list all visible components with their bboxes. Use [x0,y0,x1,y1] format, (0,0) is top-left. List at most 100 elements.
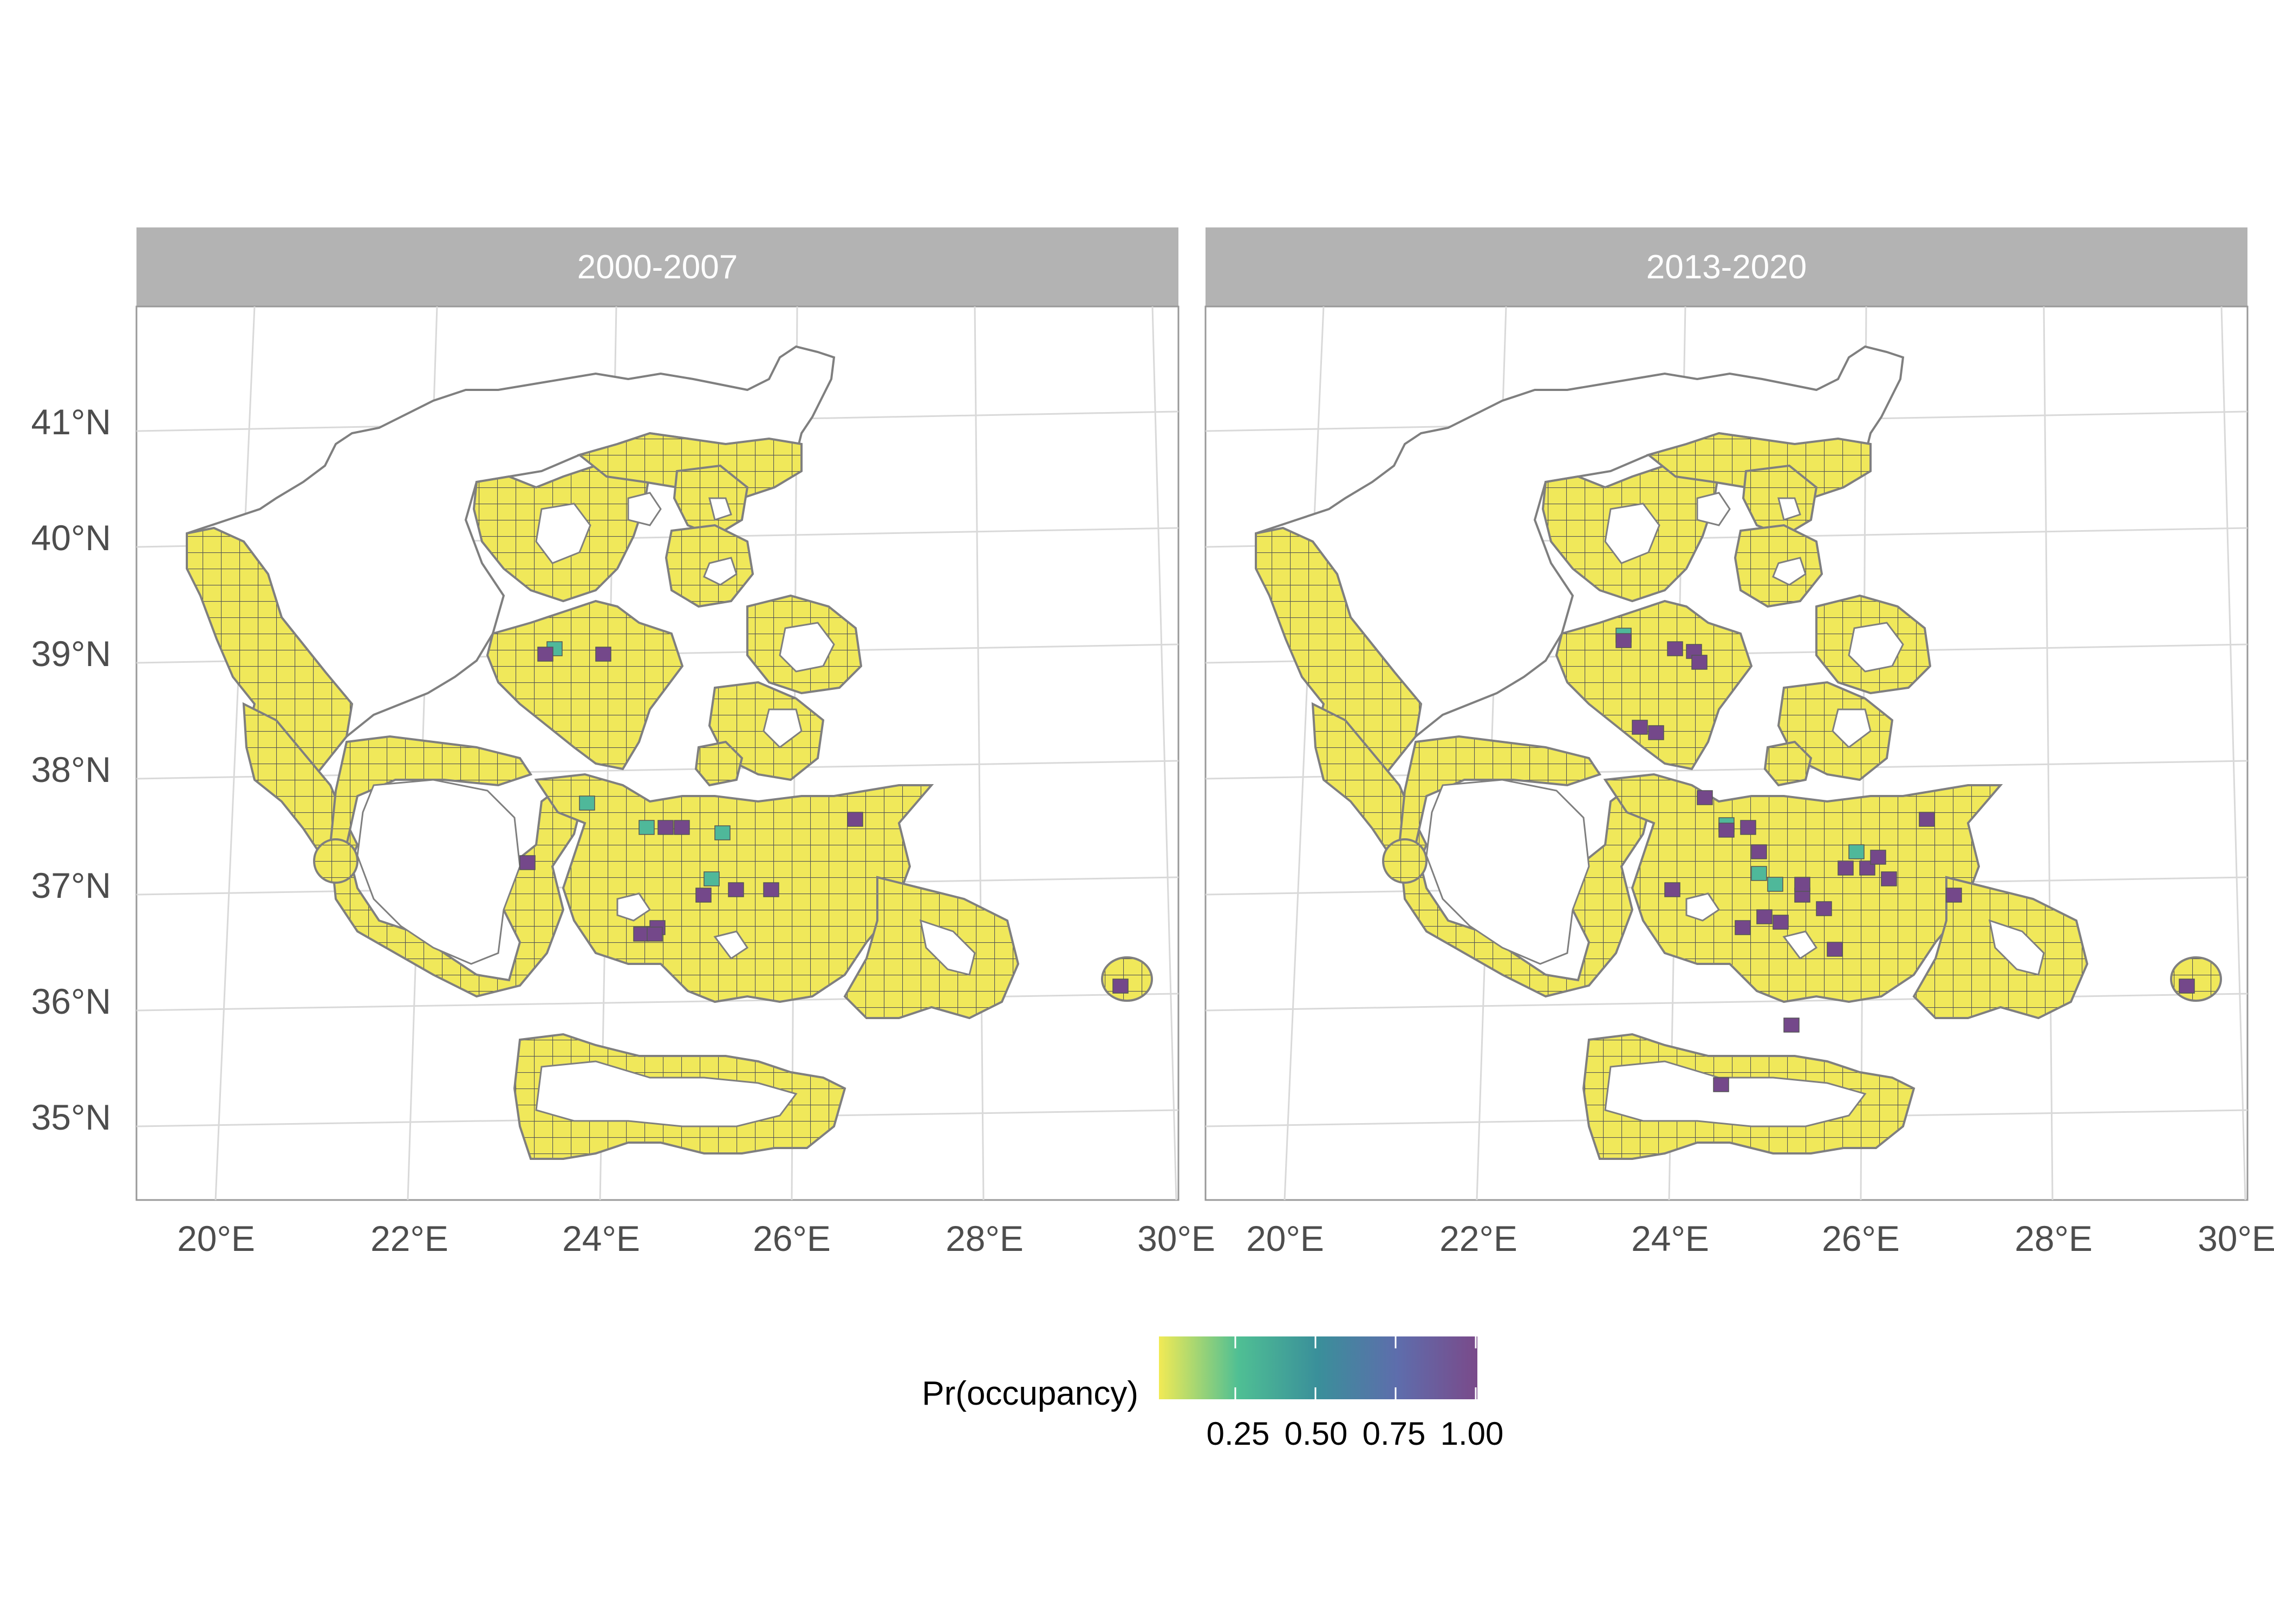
facet-strip [136,227,1178,306]
x-tick-label: 30°E [1137,1218,1215,1258]
high-occupancy-cell [847,812,863,827]
legend-tick-label: 1.00 [1441,1416,1504,1452]
land-interior [713,930,749,960]
y-tick-label: 35°N [31,1097,111,1137]
land-interior [535,503,591,564]
high-occupancy-cell [728,882,744,897]
facet-strip-label: 2000-2007 [577,249,738,286]
high-occupancy-cell [1783,1018,1800,1033]
facet-strip [1206,227,2247,306]
high-occupancy-cell [1794,877,1810,892]
mid-occupancy-cell [714,825,731,840]
y-tick-label: 36°N [31,981,111,1021]
mid-occupancy-cell [638,820,655,835]
land-interior [1782,930,1818,960]
high-occupancy-cell [1664,882,1680,897]
land-interior [1425,779,1590,965]
high-occupancy-cell [1632,720,1648,735]
x-tick-label: 26°E [753,1218,831,1258]
occupancy-grid-region [1382,838,1428,884]
graticule-meridian [2220,306,2246,1201]
x-tick-label: 20°E [1246,1218,1324,1258]
legend-title: Pr(occupancy) [922,1375,1138,1412]
graticule-meridian [2043,306,2054,1201]
high-occupancy-cell [1740,820,1756,835]
land-interior [616,892,651,922]
legend-tick-label: 0.50 [1285,1416,1348,1452]
high-occupancy-cell [1697,790,1713,805]
land-interior [1832,708,1872,748]
y-tick-label: 40°N [31,518,111,558]
land-interior [1772,557,1807,586]
high-occupancy-cell [763,882,779,897]
high-occupancy-cell [695,888,712,903]
land-interior [627,492,662,526]
high-occupancy-cell [657,820,674,835]
graticule-meridian [1283,306,1325,1201]
y-tick-label: 41°N [31,402,111,442]
x-tick-label: 22°E [1439,1218,1517,1258]
graticule-meridian [974,306,985,1201]
occupancy-grid-region [486,599,684,771]
land-interior [1989,919,2045,976]
high-occupancy-cell [519,855,536,870]
x-tick-label: 22°E [370,1218,448,1258]
high-occupancy-cell [1838,860,1854,876]
x-tick-label: 28°E [2015,1218,2093,1258]
legend-tick-label: 0.75 [1363,1416,1426,1452]
y-tick-label: 38°N [31,749,111,790]
land-interior [1696,492,1731,526]
x-tick-label: 20°E [177,1218,255,1258]
high-occupancy-cell [2179,979,2195,994]
high-occupancy-cell [1112,979,1129,994]
x-tick-label: 30°E [2198,1218,2274,1258]
land-interior [356,779,521,965]
high-occupancy-cell [1756,909,1773,924]
y-axis: 35°N 36°N 37°N 38°N 39°N 40°N 41°N [31,402,111,1137]
high-occupancy-cell [595,647,611,662]
occupancy-grid-region [1555,599,1753,771]
occupancy-grid-region [1763,740,1813,787]
x-axis-facet-2: 20°E 22°E 24°E 26°E 28°E 30°E [1246,1218,2274,1258]
legend-tick-label: 0.25 [1207,1416,1270,1452]
map-content [186,345,1154,1160]
land-interior [1685,892,1721,922]
occupancy-grid-region [312,838,359,884]
high-occupancy-cell [1735,920,1751,935]
high-occupancy-cell [1946,888,1962,903]
land-interior [703,557,738,586]
high-occupancy-cell [1773,915,1789,930]
land-interior [708,497,732,521]
x-tick-label: 24°E [1631,1218,1709,1258]
x-tick-label: 28°E [946,1218,1024,1258]
mainland-outline [1255,345,1905,739]
high-occupancy-cell [647,927,663,942]
mid-occupancy-cell [1751,866,1767,881]
graticule-meridian [214,306,256,1201]
high-occupancy-cell [1713,1077,1729,1092]
occupancy-grid-region [1646,432,1872,500]
land-interior [1848,622,1904,673]
legend-colorbar [1159,1336,1477,1399]
high-occupancy-cell [1881,871,1897,886]
land-interior [920,919,976,976]
mid-occupancy-cell [1767,877,1783,892]
mainland-outline [186,345,836,739]
high-occupancy-cell [1919,812,1935,827]
land-interior [779,622,835,673]
facet-panel-2000-2007: 2000-2007 [135,227,1180,1201]
occupancy-grid-region [2169,956,2223,1002]
land-interior [1604,503,1660,564]
high-occupancy-cell [1816,901,1832,916]
y-tick-label: 37°N [31,865,111,905]
high-occupancy-cell [1718,823,1735,838]
occupancy-grid-region [577,432,803,500]
x-tick-label: 24°E [562,1218,640,1258]
high-occupancy-cell [1615,633,1632,648]
high-occupancy-cell [674,820,690,835]
high-occupancy-cell [633,927,649,942]
land-interior [1777,497,1801,521]
facet-panel-2013-2020: 2013-2020 [1204,227,2249,1201]
graticule-meridian [1151,306,1177,1201]
legend-colorbar-ticks [1234,1336,1477,1399]
